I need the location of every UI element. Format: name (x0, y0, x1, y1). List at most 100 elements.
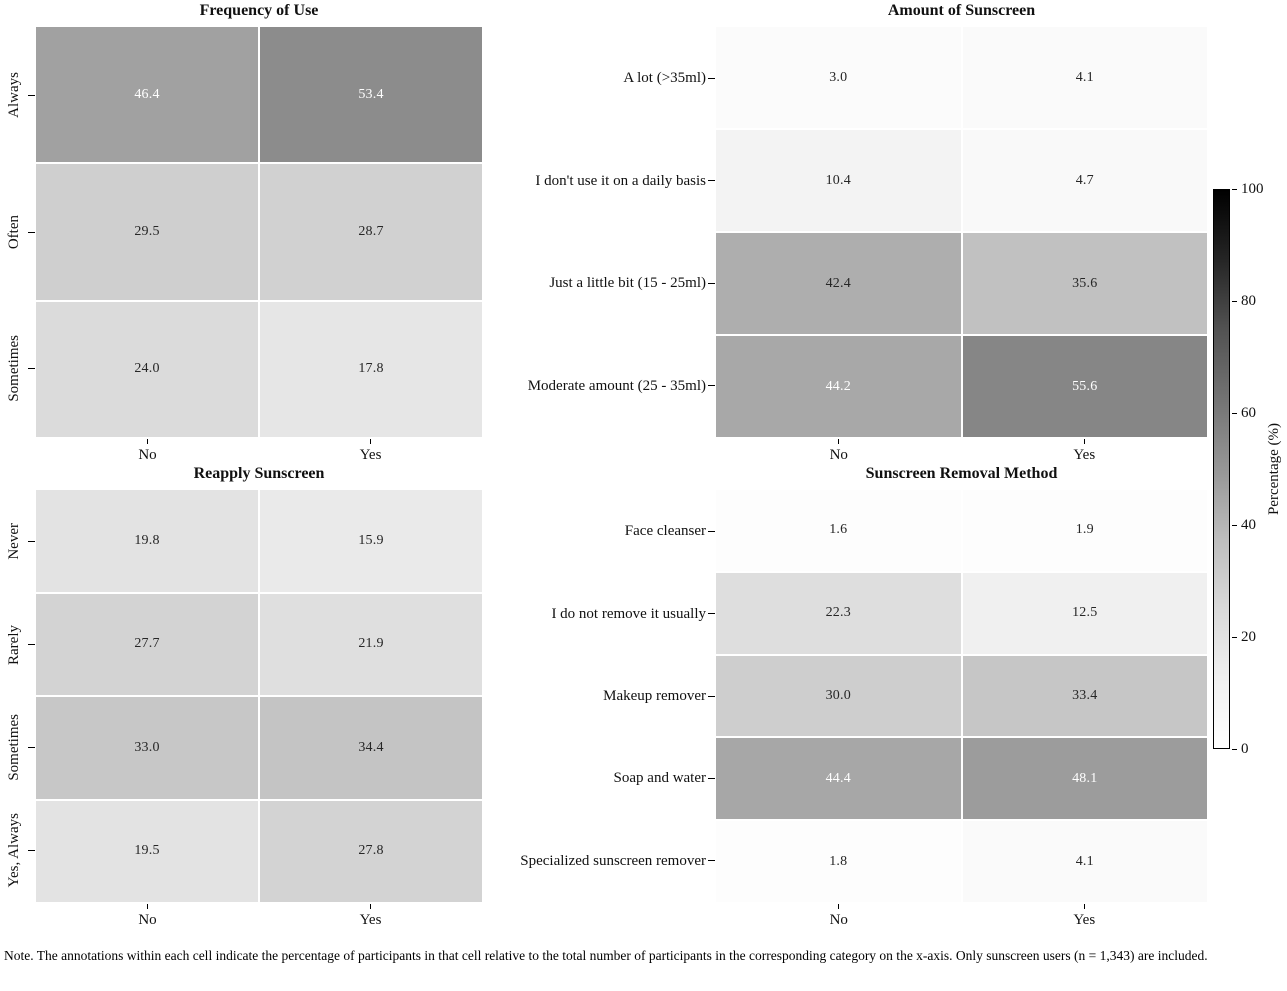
y-tick-label: Rarely (5, 624, 22, 665)
y-tick-label-wrap: Sometimes (3, 299, 25, 439)
x-tick (1083, 439, 1085, 444)
cell-value: 44.2 (825, 378, 851, 394)
heatmap-cell: 10.4 (716, 130, 961, 231)
y-tick (708, 385, 715, 387)
panel-frequency-of-use: Frequency of Use 46.4 53.4 29.5 28.7 24.0 17.… (6, 2, 482, 463)
cell-value: 53.4 (358, 86, 384, 102)
colorbar-tick-label: 100 (1241, 181, 1264, 197)
cell-value: 4.7 (1075, 172, 1094, 188)
cell-value: 21.9 (358, 636, 384, 652)
y-tick-label: Often (5, 214, 22, 250)
heatmap-grid: 3.0 4.1 10.4 4.7 42.4 35.6 44.2 55.6 (716, 27, 1207, 437)
colorbar-tick (1232, 188, 1237, 190)
heatmap-cell: 53.4 (260, 27, 482, 163)
heatmap-cell: 55.6 (962, 336, 1207, 437)
heatmap-grid: 19.8 15.9 27.7 21.9 33.0 34.4 19.5 27.8 (36, 490, 482, 902)
colorbar-tick (1232, 412, 1237, 414)
cell-value: 34.4 (358, 739, 384, 755)
colorbar: 0 20 40 60 80 100 (1213, 181, 1264, 757)
heatmap-cell: 30.0 (716, 655, 961, 737)
cell-value: 17.8 (358, 361, 384, 377)
cell-value: 4.1 (1075, 69, 1094, 85)
x-tick (147, 439, 148, 444)
x-tick (1083, 904, 1085, 909)
x-tick (370, 439, 371, 444)
x-tick-label: No (138, 912, 157, 928)
y-tick (28, 850, 35, 851)
y-tick (708, 180, 715, 182)
x-tick-label: Yes (359, 912, 382, 928)
figure-note: Note. The annotations within each cell i… (4, 948, 1208, 963)
cell-value: 15.9 (358, 532, 384, 548)
colorbar-tick (1232, 300, 1237, 302)
cell-value: 27.8 (358, 843, 384, 859)
heatmap-cell: 33.4 (962, 655, 1207, 737)
heatmap-cell: 1.6 (716, 490, 961, 571)
panel-title: Reapply Sunscreen (193, 465, 325, 482)
y-tick-label: I do not remove it usually (551, 605, 706, 622)
panel-title: Amount of Sunscreen (887, 2, 1036, 19)
cell-value: 27.7 (134, 636, 160, 652)
colorbar-tick-label: 60 (1241, 405, 1256, 421)
heatmap-cell: 22.3 (716, 572, 961, 654)
panel-title: Sunscreen Removal Method (865, 465, 1058, 482)
y-tick-label: Just a little bit (15 - 25ml) (549, 275, 706, 292)
heatmap-cell: 44.2 (716, 336, 961, 437)
heatmap-cell: 28.7 (260, 164, 482, 300)
colorbar-tick (1232, 524, 1237, 526)
heatmap-cell: 12.5 (962, 572, 1207, 654)
cell-value: 3.0 (829, 69, 848, 85)
heatmap-cell: 17.8 (260, 301, 482, 437)
x-tick-label: Yes (1073, 447, 1096, 463)
y-tick (708, 530, 715, 532)
y-tick (28, 644, 35, 645)
x-tick (838, 439, 840, 444)
y-tick (708, 282, 715, 284)
heatmap-cell: 19.5 (36, 800, 258, 902)
heatmap-cell: 44.4 (716, 738, 961, 820)
x-tick (838, 904, 840, 909)
heatmap-cell: 29.5 (36, 164, 258, 300)
y-tick (28, 94, 35, 96)
heatmap-cell: 42.4 (716, 233, 961, 334)
colorbar-axis-label-text: Percentage (%) (1265, 422, 1282, 516)
cell-value: 44.4 (825, 770, 851, 786)
heatmap-cell: 34.4 (260, 697, 482, 799)
y-tick-label: Moderate amount (25 - 35ml) (527, 377, 706, 394)
heatmap-cell: 46.4 (36, 27, 258, 163)
panel-sunscreen-removal-method: Sunscreen Removal Method 1.6 1.9 22.3 12.5 3… (520, 465, 1207, 928)
x-tick-label: No (829, 447, 848, 463)
y-tick (708, 695, 715, 697)
panel-reapply-sunscreen: Reapply Sunscreen 19.8 15.9 27.7 21.9 33.0 34… (6, 465, 482, 928)
panel-title: Frequency of Use (199, 2, 319, 19)
cell-value: 4.1 (1075, 853, 1094, 869)
y-tick-label: Face cleanser (624, 523, 706, 540)
y-tick-label: Sometimes (5, 335, 22, 402)
heatmap-grid: 46.4 53.4 29.5 28.7 24.0 17.8 (36, 27, 482, 437)
y-tick-label: Yes, Always (5, 813, 22, 888)
cell-value: 48.1 (1072, 770, 1098, 786)
cell-value: 28.7 (358, 223, 384, 239)
heatmap-cell: 21.9 (260, 593, 482, 695)
colorbar-axis-label: Percentage (%) (1262, 359, 1286, 579)
y-tick-label: Always (5, 72, 22, 119)
y-tick (28, 231, 35, 233)
y-tick-label: Never (5, 523, 22, 560)
y-tick (28, 541, 35, 542)
cell-value: 1.9 (1075, 522, 1094, 538)
cell-value: 24.0 (134, 361, 160, 377)
cell-value: 55.6 (1072, 378, 1098, 394)
heatmap-cell: 48.1 (962, 738, 1207, 820)
cell-value: 12.5 (1072, 605, 1098, 621)
heatmap-cell: 19.8 (36, 490, 258, 592)
y-tick-label: Specialized sunscreen remover (520, 852, 706, 869)
x-tick-label: No (829, 912, 848, 928)
heatmap-cell: 1.9 (962, 490, 1207, 571)
colorbar-tick-label: 20 (1241, 629, 1256, 645)
x-tick (147, 904, 148, 909)
cell-value: 30.0 (825, 687, 851, 703)
cell-value: 33.0 (134, 739, 160, 755)
heatmap-cell: 35.6 (962, 233, 1207, 334)
cell-value: 46.4 (134, 86, 160, 102)
y-tick (708, 77, 715, 79)
